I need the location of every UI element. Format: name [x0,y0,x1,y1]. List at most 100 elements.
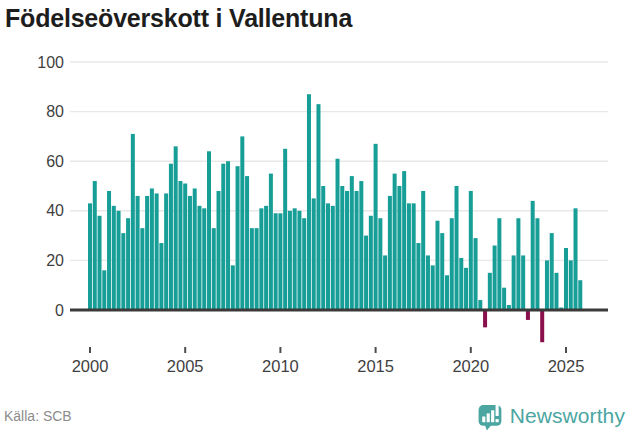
chart-bar [117,211,121,310]
chart-bar [512,255,516,310]
chart-bar [574,208,578,310]
chart-bar [412,203,416,310]
newsworthy-wordmark: Newsworthy [510,404,625,428]
chart-bar [245,176,249,310]
chart-bar [535,218,539,310]
chart-bar [550,233,554,310]
chart-bar [164,193,168,310]
chart-bar [302,218,306,310]
chart-bar [402,171,406,310]
chart-bar [378,218,382,310]
chart-bar [236,166,240,310]
chart-bar [207,151,211,310]
chart-bar [140,228,144,310]
chart-bar [93,181,97,310]
y-axis-label: 80 [46,103,64,120]
chart-bar [226,161,230,310]
chart-bar [293,208,297,310]
chart-bar [98,216,102,310]
chart-bar [231,265,235,310]
chart-bar [221,164,225,310]
chart-bar [483,310,487,327]
chart-bar [159,243,163,310]
chart-bar [397,186,401,310]
chart-bar [112,206,116,310]
chart-bar [578,280,582,310]
chart-bar [393,174,397,310]
chart-bar [459,258,463,310]
chart-bar [445,275,449,310]
x-axis-label: 2010 [262,357,299,375]
chart-bar [197,206,201,310]
chart-bar [407,203,411,310]
chart-bar [269,174,273,310]
chart-bar [212,228,216,310]
chart-bar [183,184,187,310]
chart-bar [188,196,192,310]
chart-bar [264,206,268,310]
chart-bar [336,159,340,310]
source-label: Källa: SCB [4,408,72,424]
chart-bar [474,238,478,310]
chart-bar [554,273,558,310]
chart-bar [564,248,568,310]
chart-bar [383,255,387,310]
chart-bar [250,228,254,310]
chart-bar [240,136,244,310]
y-axis-label: 40 [46,202,64,219]
chart-bar [326,203,330,310]
chart-bar [488,273,492,310]
chart-bar [259,208,263,310]
chart-bar [126,218,130,310]
chart-bar [288,211,292,310]
chart-bar [174,146,178,310]
chart-bar [469,191,473,310]
chart-bar [464,268,468,310]
chart-bar [540,310,544,342]
chart-bar [355,191,359,310]
chart-bar [131,134,135,310]
x-axis-label: 2015 [357,357,394,375]
x-axis-label: 2005 [167,357,204,375]
y-axis-label: 0 [55,302,64,319]
y-axis-label: 60 [46,153,64,170]
chart-bar [531,201,535,310]
chart-bar [350,176,354,310]
chart-bar [493,246,497,310]
chart-bar [364,236,368,310]
chart-bar [155,193,159,310]
chart-bar [431,265,435,310]
chart-bar [545,260,549,310]
chart-bar [521,255,525,310]
chart-bar [312,198,316,310]
chart-bar [307,94,311,310]
chart-footer: Källa: SCB Newsworthy [0,399,631,433]
y-axis-label: 100 [37,54,64,71]
chart-bar [107,191,111,310]
chart-bar [374,144,378,310]
chart-bar [297,211,301,310]
chart-bar [435,221,439,310]
chart-bar [516,218,520,310]
chart-bar [283,149,287,310]
chart-bar [345,191,349,310]
chart-bar [121,233,125,310]
chart-bar [202,208,206,310]
chart-bar [497,218,501,310]
chart-bar [455,186,459,310]
chart-bar [150,188,154,310]
x-axis-label: 2000 [72,357,109,375]
chart-bar [278,213,282,310]
newsworthy-chart-page: Födelseöverskott i Vallentuna 0204060801… [0,0,631,439]
newsworthy-logo[interactable]: Newsworthy [478,402,625,431]
y-axis-label: 20 [46,252,64,269]
chart-bar [502,288,506,310]
chart-bar [440,233,444,310]
chart-bar [321,186,325,310]
chart-bar [316,104,320,310]
chart-bar [145,196,149,310]
x-axis-label: 2020 [452,357,489,375]
birth-surplus-bar-chart: 020406080100200020052010201520202025 [0,0,631,400]
chart-bar [450,218,454,310]
chart-bar [136,196,140,310]
